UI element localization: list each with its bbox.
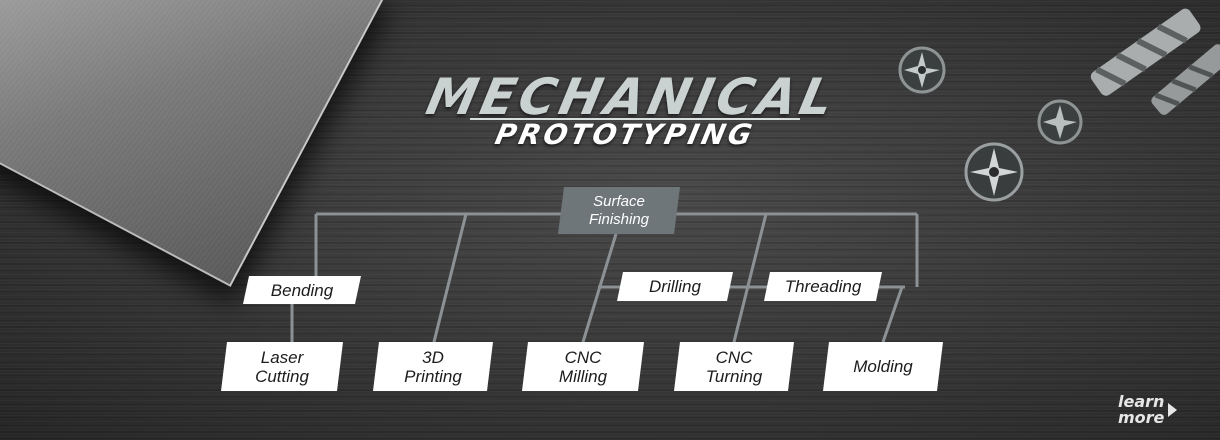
- end-mill-icon: [898, 46, 946, 94]
- node-cnc-milling: CNC Milling: [522, 342, 644, 391]
- end-mill-icon: [964, 142, 1024, 202]
- node-drilling: Drilling: [617, 272, 733, 301]
- node-surface-finishing: Surface Finishing: [558, 187, 680, 234]
- learn-more-link[interactable]: learn more: [1118, 390, 1198, 430]
- drill-bit-icon: [1090, 8, 1220, 115]
- node-molding: Molding: [823, 342, 943, 391]
- node-bending: Bending: [243, 276, 361, 304]
- node-cnc-turning: CNC Turning: [674, 342, 794, 391]
- learn-more-label: learn more: [1118, 392, 1165, 427]
- node-threading: Threading: [764, 272, 882, 301]
- triangle-arrow-icon: [1168, 403, 1178, 417]
- node-laser-cutting: Laser Cutting: [221, 342, 343, 391]
- end-mill-icon: [1037, 99, 1083, 145]
- title-divider: [470, 118, 800, 120]
- node-3d-printing: 3D Printing: [373, 342, 493, 391]
